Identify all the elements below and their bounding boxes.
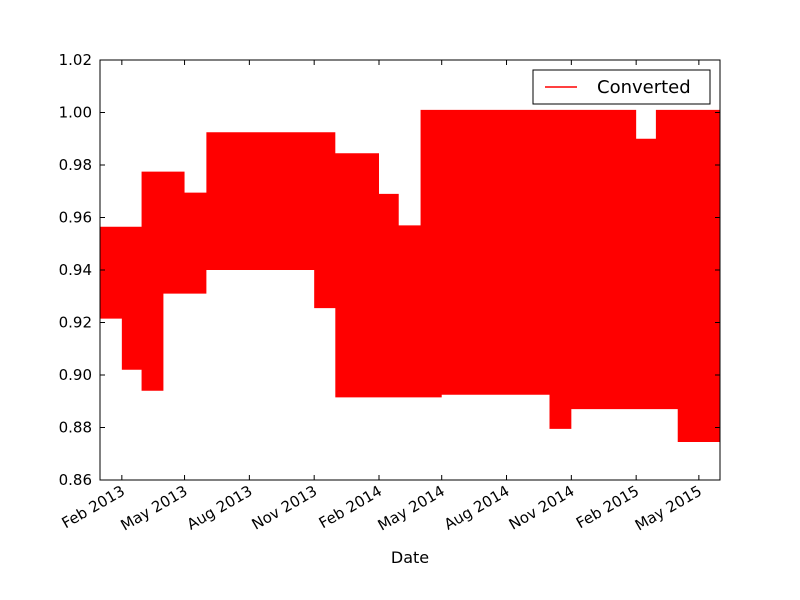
y-tick-label: 0.90 — [59, 366, 92, 384]
y-tick-label: 0.94 — [59, 261, 92, 279]
area-series-converted — [100, 84, 720, 442]
y-tick-label: 0.92 — [59, 314, 92, 332]
x-axis-title: Date — [391, 548, 429, 567]
y-tick-label: 0.86 — [59, 471, 92, 489]
y-tick-label: 0.88 — [59, 419, 92, 437]
area-layer — [100, 84, 720, 442]
y-axis: 0.86 0.88 0.90 0.92 0.94 0.96 0.98 1.00 1.02 — [59, 51, 720, 489]
y-tick-label: 1.02 — [59, 51, 92, 69]
legend: Converted — [532, 69, 711, 105]
y-tick-label: 0.96 — [59, 209, 92, 227]
legend-label-converted: Converted — [597, 77, 691, 98]
y-tick-label: 1.00 — [59, 104, 92, 122]
y-tick-label: 0.98 — [59, 156, 92, 174]
